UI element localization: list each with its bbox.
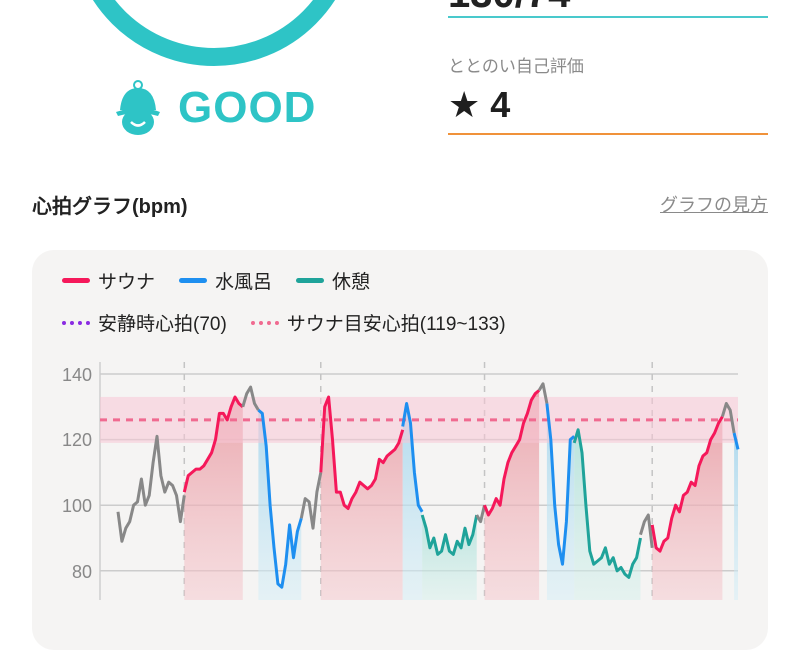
legend-target-hr: サウナ目安心拍(119~133) bbox=[250, 309, 506, 336]
sauna-line bbox=[483, 389, 541, 517]
divider bbox=[448, 16, 768, 18]
cold_bath-line bbox=[401, 402, 424, 513]
cold_bath-area bbox=[734, 433, 738, 600]
legend-swatch bbox=[250, 320, 279, 325]
legend-swatch bbox=[62, 320, 90, 325]
rating-label: ととのい自己評価 bbox=[448, 57, 584, 76]
rating-value: ★ 4 bbox=[448, 84, 510, 126]
y-tick-label: 100 bbox=[62, 496, 92, 516]
rating-number: 4 bbox=[490, 84, 511, 125]
sauna-line bbox=[319, 395, 405, 510]
legend-row-reference: 安静時心拍(70) サウナ目安心拍(119~133) bbox=[62, 309, 506, 336]
sauna-line bbox=[650, 415, 724, 553]
other-line bbox=[475, 504, 486, 524]
rest-line bbox=[572, 428, 642, 579]
legend-resting-hr: 安静時心拍(70) bbox=[62, 309, 227, 336]
legend-sauna: サウナ bbox=[62, 267, 155, 294]
sauna-area bbox=[184, 397, 243, 600]
graph-help-link[interactable]: グラフの見方 bbox=[660, 195, 768, 215]
cold_bath-line bbox=[545, 403, 576, 566]
legend-swatch bbox=[62, 278, 90, 283]
legend-label: 休憩 bbox=[332, 272, 371, 293]
cold_bath-line bbox=[732, 432, 740, 450]
sauna-area bbox=[320, 397, 403, 600]
y-tick-label: 140 bbox=[62, 365, 92, 385]
blood-pressure-value: 130/74 bbox=[448, 0, 570, 17]
rest-area bbox=[422, 515, 477, 600]
other-line bbox=[537, 382, 549, 404]
sauna-area bbox=[652, 416, 723, 600]
legend-label: サウナ目安心拍(119~133) bbox=[286, 314, 506, 335]
divider bbox=[448, 133, 768, 135]
sauna-line bbox=[182, 395, 244, 493]
other-line bbox=[639, 513, 654, 548]
cold_bath-area bbox=[546, 403, 575, 600]
cold_bath-area bbox=[258, 410, 302, 600]
legend-rest: 休憩 bbox=[296, 267, 370, 294]
other-line bbox=[116, 434, 186, 543]
graph-title: 心拍グラフ(bpm) bbox=[32, 196, 188, 218]
rest-line bbox=[420, 514, 479, 556]
y-tick-label: 80 bbox=[72, 562, 92, 582]
legend-swatch bbox=[296, 278, 325, 283]
legend-label: 水風呂 bbox=[215, 272, 273, 293]
legend-label: サウナ bbox=[98, 272, 156, 293]
legend-swatch bbox=[179, 278, 208, 283]
legend-cold-bath: 水風呂 bbox=[179, 267, 272, 294]
star-icon: ★ bbox=[448, 84, 481, 125]
status-label: GOOD bbox=[178, 83, 317, 132]
heart-rate-chart: 140 120 100 80 bbox=[62, 362, 740, 600]
cold_bath-line bbox=[257, 408, 303, 589]
status-indicator: GOOD bbox=[112, 80, 316, 136]
legend-label: 安静時心拍(70) bbox=[98, 314, 227, 335]
y-tick-label: 120 bbox=[62, 430, 92, 450]
other-line bbox=[241, 385, 260, 411]
cold_bath-area bbox=[402, 403, 423, 600]
legend-row-phases: サウナ 水風呂 休憩 bbox=[62, 267, 370, 294]
sauna-hat-face-icon bbox=[116, 80, 160, 135]
other-line bbox=[299, 472, 323, 530]
other-line bbox=[720, 402, 736, 434]
